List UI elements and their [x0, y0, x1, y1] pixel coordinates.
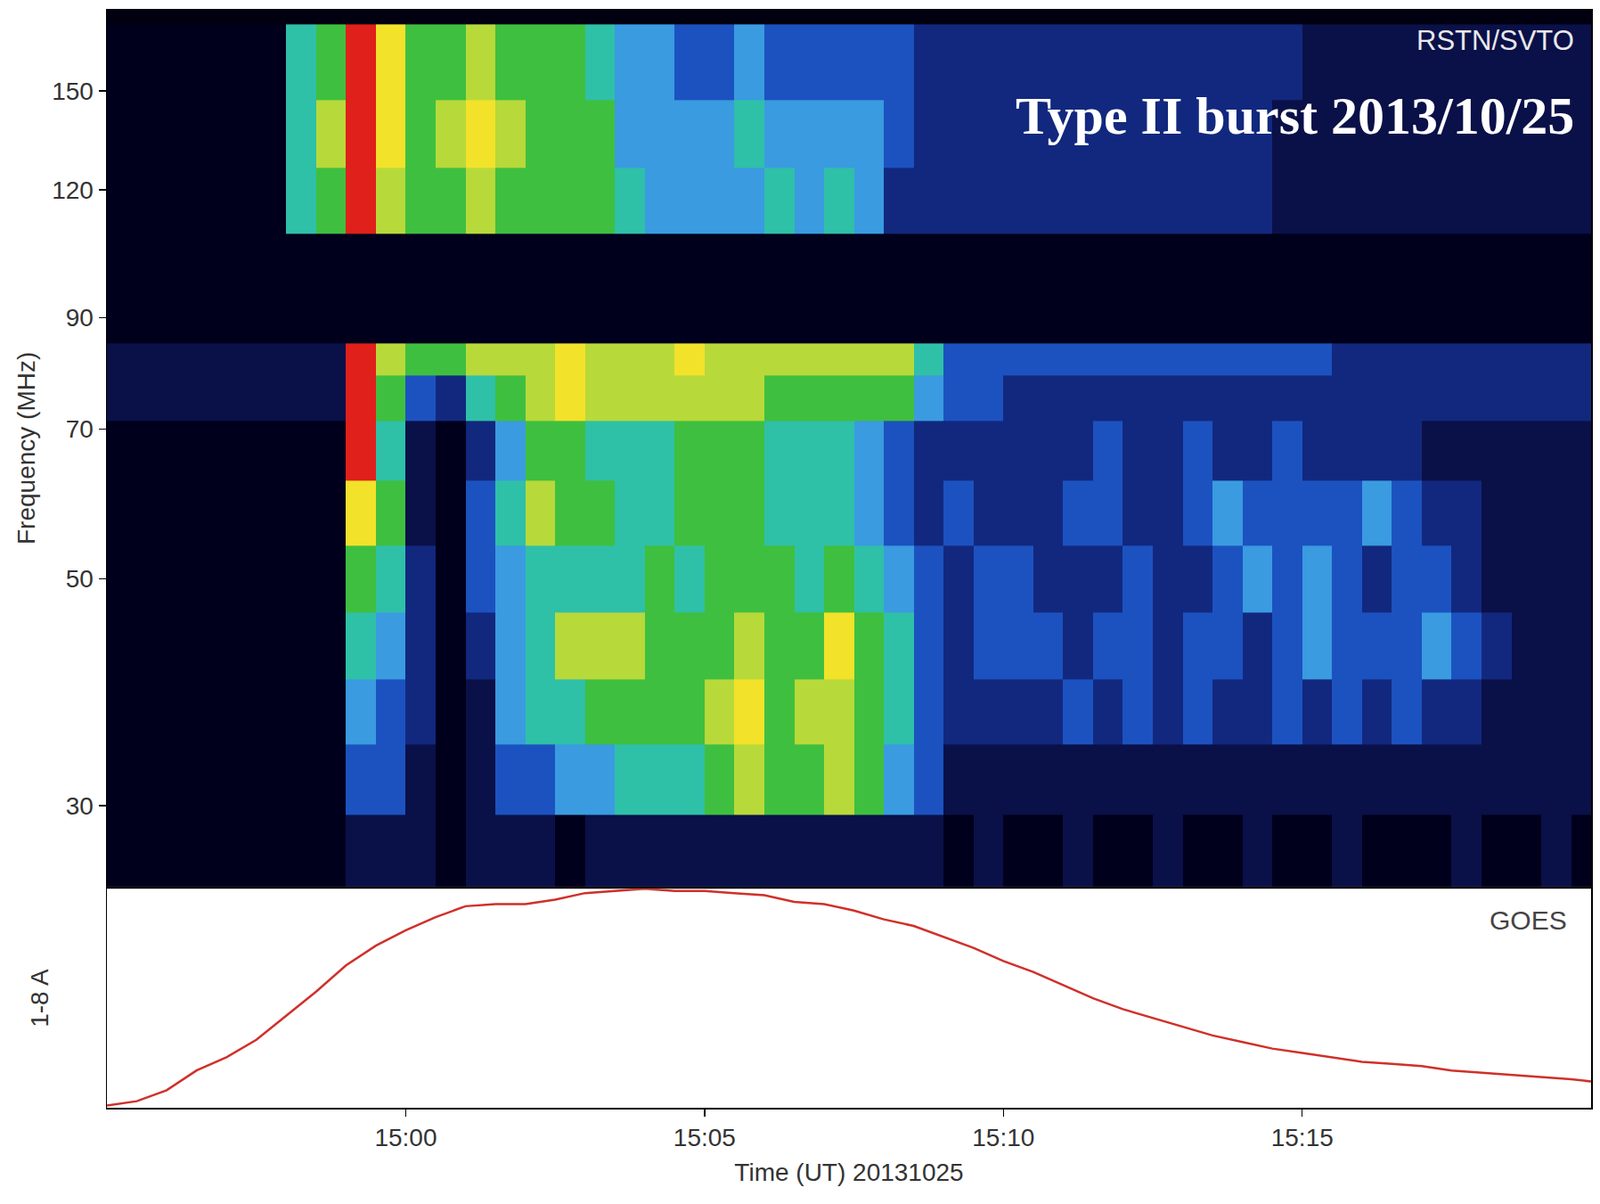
svg-text:Time (UT) 20131025: Time (UT) 20131025 — [734, 1158, 964, 1186]
svg-text:150: 150 — [51, 77, 94, 106]
svg-text:90: 90 — [65, 303, 94, 332]
svg-text:70: 70 — [65, 415, 94, 443]
svg-text:15:05: 15:05 — [673, 1123, 736, 1152]
svg-text:Type II burst 2013/10/25: Type II burst 2013/10/25 — [1015, 86, 1575, 146]
svg-text:15:10: 15:10 — [971, 1123, 1035, 1152]
svg-text:15:15: 15:15 — [1271, 1123, 1334, 1152]
svg-text:30: 30 — [65, 791, 94, 820]
svg-text:RSTN/SVTO: RSTN/SVTO — [1416, 24, 1575, 57]
svg-text:GOES: GOES — [1489, 905, 1568, 935]
svg-text:50: 50 — [65, 564, 94, 593]
svg-text:1-8 A: 1-8 A — [25, 968, 54, 1028]
svg-text:120: 120 — [51, 176, 94, 205]
svg-text:15:00: 15:00 — [374, 1123, 437, 1152]
svg-text:Frequency (MHz): Frequency (MHz) — [12, 351, 41, 545]
